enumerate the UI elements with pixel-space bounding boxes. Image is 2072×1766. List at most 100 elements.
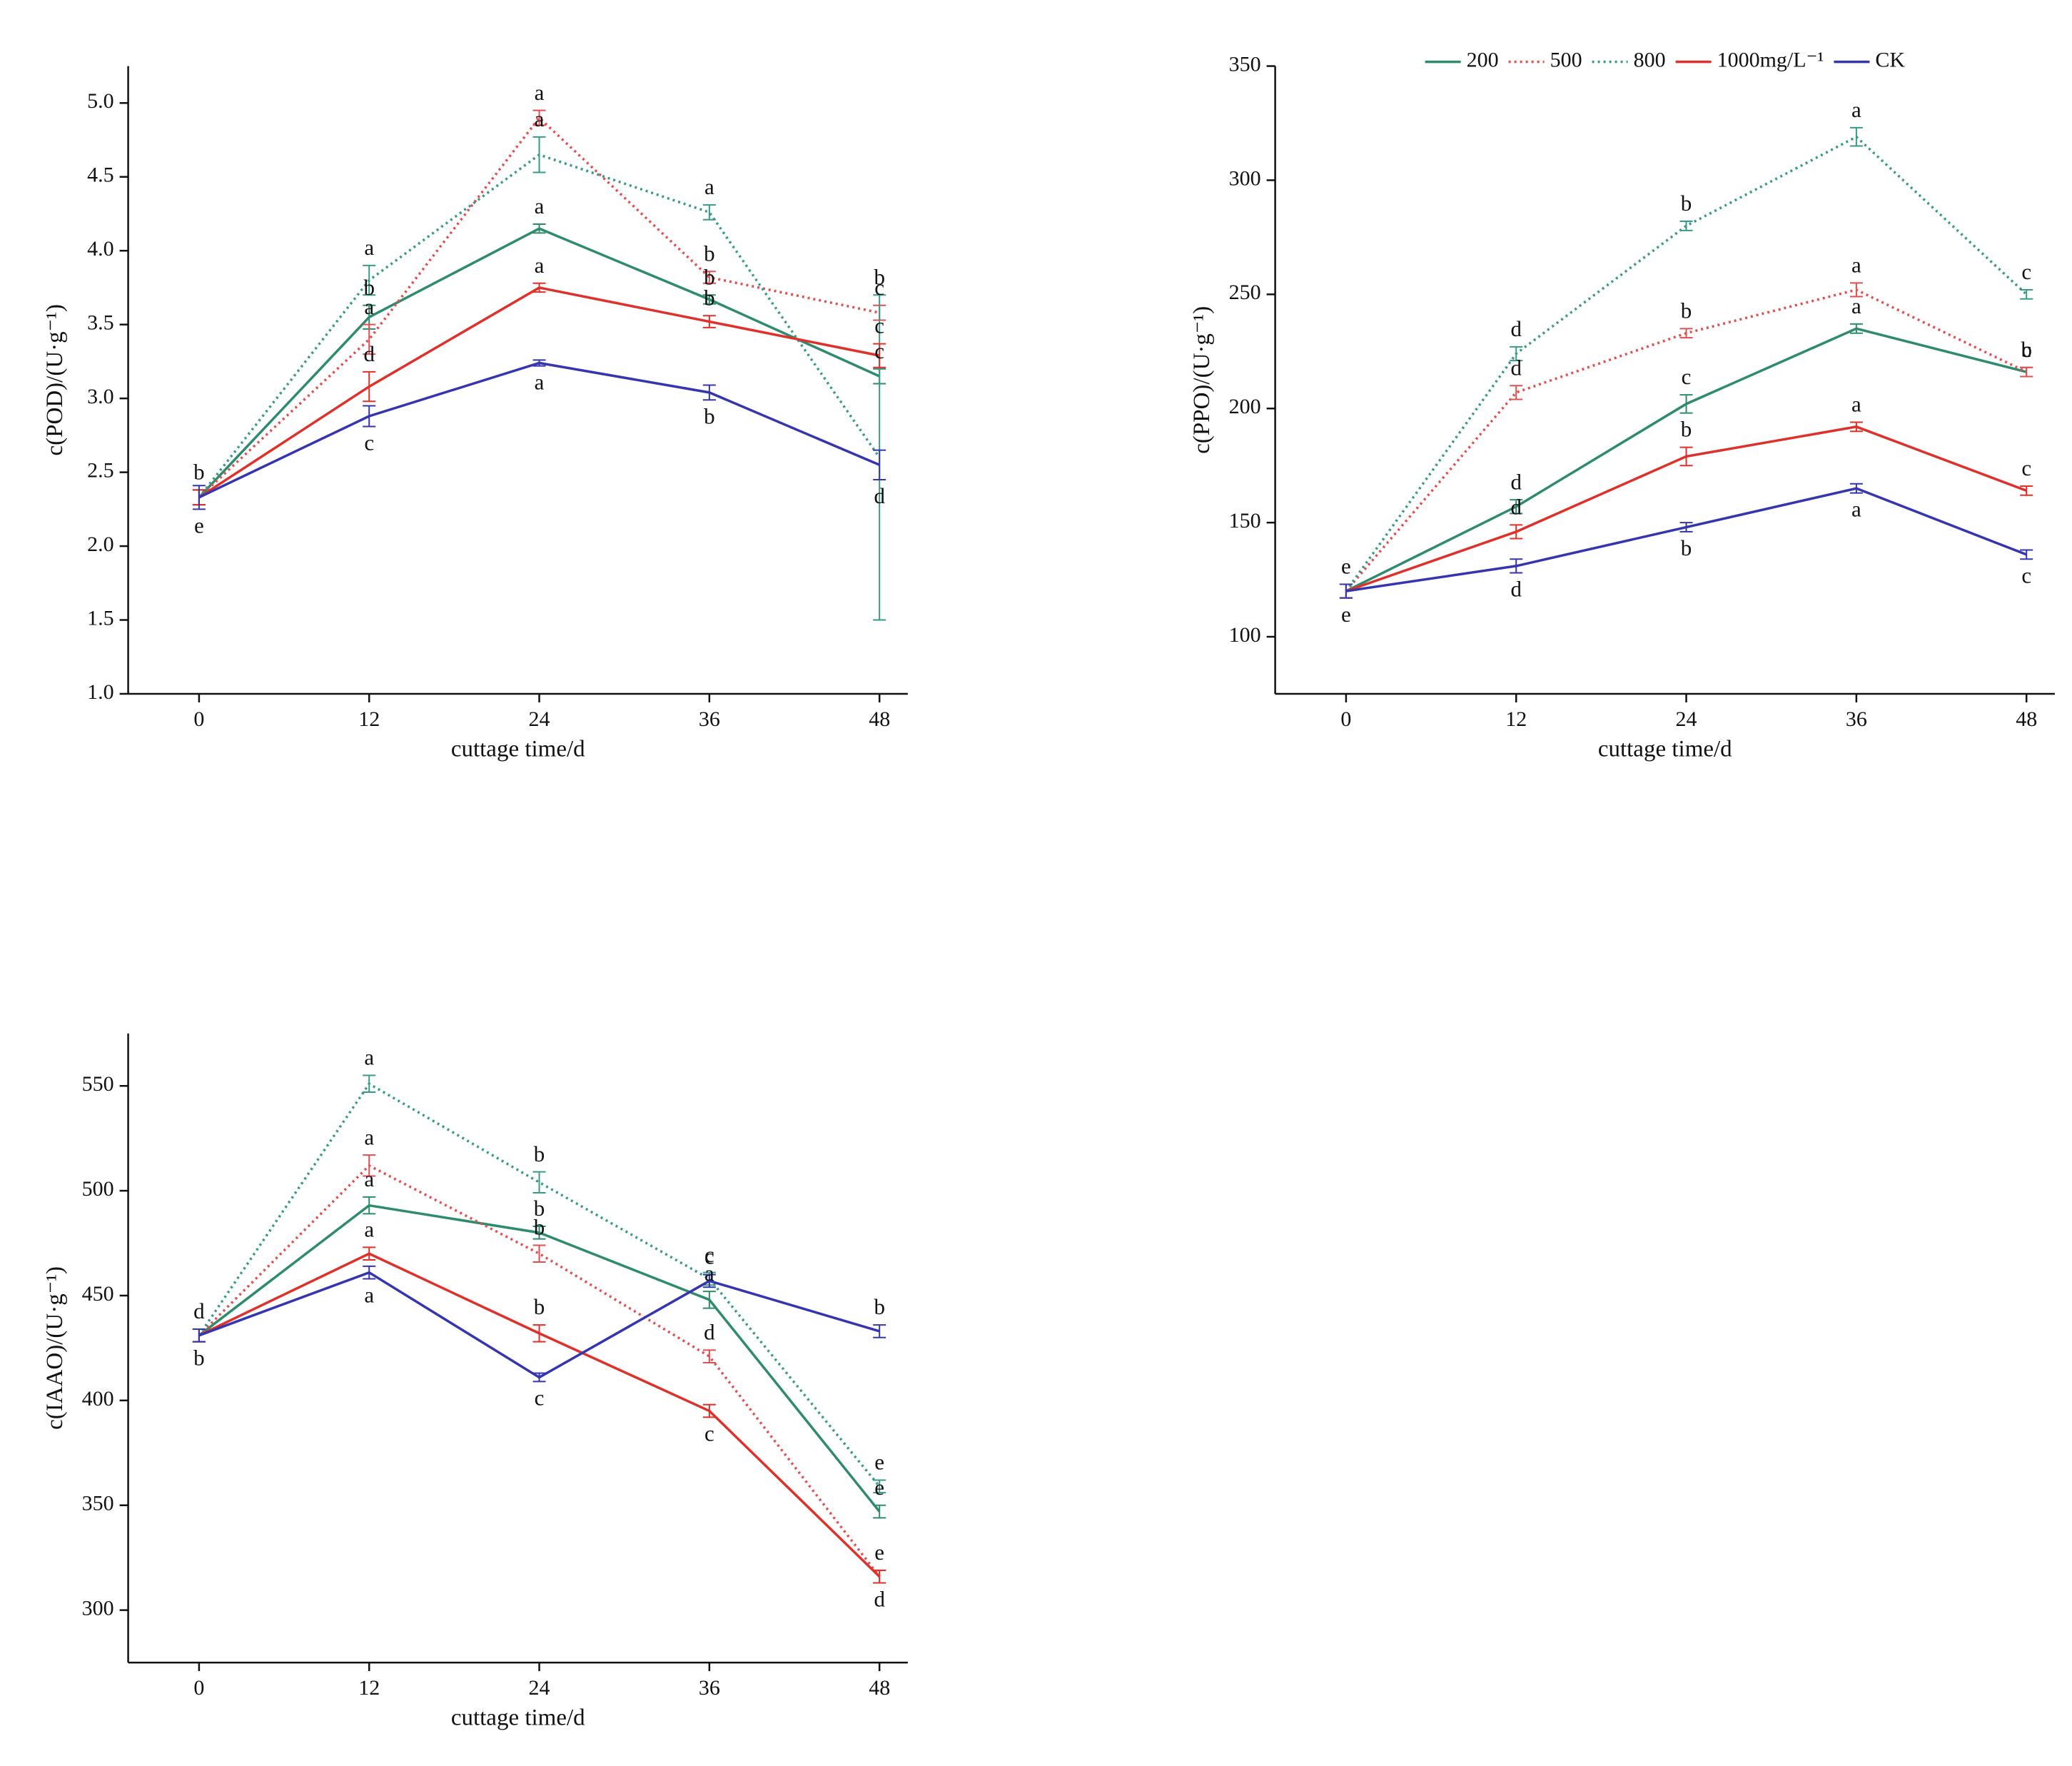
x-tick-label: 48: [869, 1676, 890, 1700]
series-line: [198, 1164, 881, 1578]
significance-letter: d: [874, 483, 885, 508]
significance-letter: c: [874, 338, 884, 363]
significance-letter: b: [874, 264, 885, 289]
error-bar: [363, 405, 376, 428]
significance-letter: a: [1851, 97, 1861, 122]
significance-letter: b: [534, 1294, 545, 1319]
y-tick-label: 350: [82, 1492, 114, 1515]
error-bar: [363, 264, 376, 296]
significance-letter: d: [1510, 494, 1522, 519]
y-tick-label: 3.5: [87, 311, 114, 335]
chart: 1.0 1.5 2.0 2.5 3.0 3.5 4.0 4.5 5.0 0 12 24 36 48 cutt…: [42, 66, 908, 762]
error-bar: [1849, 483, 1863, 494]
error-bar: [532, 1171, 546, 1194]
error-bar: [702, 294, 716, 305]
legend-label: 200: [1467, 48, 1499, 71]
error-bar: [532, 109, 546, 126]
significance-letter: b: [704, 403, 715, 428]
significance-letter: e: [1341, 554, 1351, 579]
y-tick-label: 300: [82, 1597, 114, 1620]
significance-letter: a: [535, 80, 545, 105]
series-line: [1345, 135, 2028, 592]
significance-letter: b: [193, 1346, 205, 1371]
significance-letter: b: [874, 1294, 885, 1319]
error-bar: [532, 223, 546, 234]
error-bar: [532, 1324, 546, 1343]
error-bar: [1679, 221, 1693, 231]
significance-letter: c: [704, 1421, 714, 1445]
error-bar: [2020, 549, 2033, 560]
significance-letter: a: [1851, 293, 1861, 318]
error-bar: [532, 1244, 546, 1263]
significance-letter: b: [534, 1196, 545, 1221]
error-bar: [1339, 583, 1353, 599]
significance-letter: e: [874, 1450, 884, 1475]
significance-letter: b: [363, 275, 375, 300]
y-tick-label: 350: [1229, 52, 1261, 76]
y-tick-label: 300: [1229, 166, 1261, 190]
error-bar: [702, 1403, 716, 1418]
significance-letter: b: [704, 264, 715, 289]
error-bar: [873, 1504, 886, 1519]
error-bar: [363, 370, 376, 403]
significance-letter: a: [364, 1045, 374, 1070]
error-bar: [532, 359, 546, 367]
y-tick-label: 4.0: [87, 237, 114, 261]
y-tick-label: 4.5: [87, 163, 114, 187]
error-bar: [1849, 421, 1863, 433]
significance-letter: d: [1510, 355, 1522, 380]
y-tick-label: 5.0: [87, 89, 114, 113]
series-line: [198, 116, 880, 499]
error-bar: [873, 1479, 886, 1494]
y-tick-label: 100: [1229, 623, 1261, 647]
significance-letter: b: [534, 1141, 545, 1166]
significance-letter: a: [535, 253, 545, 278]
error-bar: [873, 343, 886, 368]
error-bar: [363, 1265, 376, 1280]
significance-letter: b: [1681, 191, 1692, 216]
x-tick-label: 24: [1676, 707, 1697, 731]
y-axis-title: c(IAAO)/(U·g⁻¹): [42, 1266, 68, 1430]
significance-letter: c: [874, 313, 884, 338]
significance-letter: d: [704, 1319, 715, 1344]
significance-letter: b: [704, 285, 715, 310]
significance-letter: a: [704, 174, 714, 199]
y-tick-label: 450: [82, 1282, 114, 1306]
error-bar: [363, 1246, 376, 1261]
error-bar: [1679, 394, 1693, 414]
error-bar: [1510, 524, 1523, 540]
error-bar: [702, 204, 716, 221]
x-tick-label: 36: [699, 707, 720, 731]
significance-letter: c: [2021, 455, 2031, 480]
y-tick-label: 2.0: [87, 533, 114, 556]
y-tick-label: 2.5: [87, 458, 114, 482]
legend-label: CK: [1875, 48, 1905, 71]
error-bar: [363, 1074, 376, 1094]
significance-letter: a: [364, 1217, 374, 1242]
error-bar: [2020, 485, 2033, 496]
x-tick-label: 36: [1846, 707, 1867, 731]
error-bar: [702, 1291, 716, 1309]
x-tick-label: 24: [529, 707, 550, 731]
significance-letter: a: [535, 370, 545, 395]
error-bar: [1679, 522, 1693, 533]
error-bar: [363, 323, 376, 355]
legend-label: 500: [1550, 48, 1582, 71]
y-tick-label: 500: [82, 1177, 114, 1201]
error-bar: [702, 1273, 716, 1288]
significance-letter: a: [1851, 252, 1861, 277]
error-bar: [192, 1328, 206, 1343]
significance-letter: b: [534, 1215, 545, 1240]
error-bar: [873, 449, 886, 480]
error-bar: [532, 1372, 546, 1383]
x-tick-label: 12: [358, 1676, 380, 1700]
x-axis-title: cuttage time/d: [451, 1705, 585, 1731]
error-bar: [1849, 323, 1863, 334]
y-axis-title: c(POD)/(U·g⁻¹): [42, 304, 68, 455]
significance-letter: c: [535, 1386, 545, 1411]
y-tick-label: 1.0: [87, 680, 114, 704]
error-bar: [1849, 282, 1863, 298]
x-tick-label: 24: [529, 1676, 550, 1700]
error-bar: [2020, 288, 2033, 300]
